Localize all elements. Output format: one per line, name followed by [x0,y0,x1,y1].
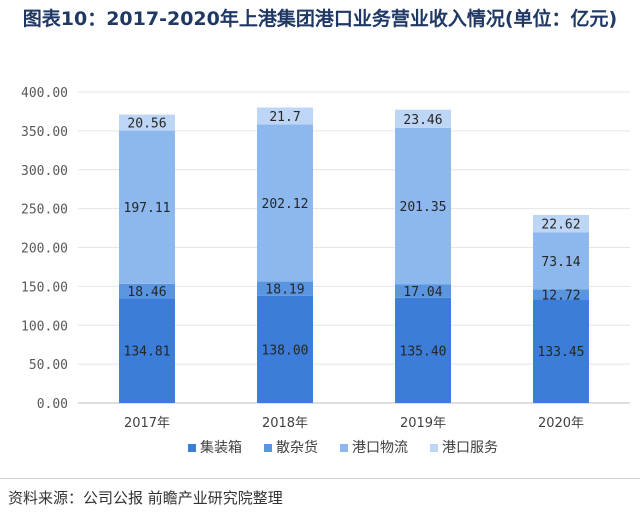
data-label: 23.46 [403,113,442,128]
y-tick-label: 250.00 [21,203,68,218]
legend-label: 集装箱 [200,439,242,456]
x-tick-label: 2020年 [538,416,584,431]
data-label: 18.19 [265,283,304,298]
y-tick-label: 50.00 [29,358,68,373]
legend: 集装箱 散杂货 港口物流 港口服务 [188,439,498,456]
legend-label: 港口服务 [442,440,498,456]
x-tick-label: 2017年 [124,416,170,431]
legend-swatch [264,444,272,452]
data-label: 22.62 [541,218,580,233]
bars: 134.81 18.46 197.11 20.56 138.00 18.19 202.12 2… [119,107,589,403]
y-tick-label: 100.00 [21,319,68,334]
bar-segment [533,289,589,300]
y-tick-label: 0.00 [37,397,68,412]
x-tick-label: 2019年 [400,416,446,431]
bar-segment [533,299,589,403]
bar-segment [395,127,451,285]
bar-segment [119,114,175,131]
y-tick-label: 400.00 [21,86,68,101]
data-label: 197.11 [124,201,171,216]
bar-segment [257,281,313,296]
bar-segment [257,295,313,403]
y-tick-label: 150.00 [21,280,68,295]
x-axis-tick-labels: 2017年 2018年 2019年 2020年 [124,416,584,431]
source-divider [0,478,640,479]
legend-label: 散杂货 [276,439,318,456]
data-label: 201.35 [400,200,447,215]
bar-segment [533,232,589,290]
bar-segment [395,284,451,298]
y-axis-tick-labels: 0.00 50.00 100.00 150.00 200.00 250.00 300.00 3… [21,86,68,412]
data-label: 18.46 [127,285,166,300]
bar-segment [395,109,451,128]
data-label: 20.56 [127,117,166,132]
data-label: 135.40 [400,344,447,359]
data-label: 17.04 [403,285,442,300]
data-label: 21.7 [269,110,300,125]
data-label: 134.81 [124,345,171,360]
bar-segment [257,124,313,282]
legend-swatch [430,444,438,452]
bar-segment [119,130,175,284]
data-label: 133.45 [538,345,585,360]
bar-segment [533,214,589,233]
data-label: 138.00 [262,343,309,358]
y-tick-label: 300.00 [21,164,68,179]
source-note: 资料来源：公司公报 前瞻产业研究院整理 [8,489,283,507]
chart-title: 图表10：2017-2020年上港集团港口业务营业收入情况(单位：亿元) [22,8,618,30]
x-tick-label: 2018年 [262,416,308,431]
legend-label: 港口物流 [352,440,408,456]
data-label: 202.12 [262,197,309,212]
legend-swatch [188,444,196,452]
bar-segment [395,297,451,403]
bar-segment [257,107,313,125]
y-tick-label: 200.00 [21,242,68,257]
bar-segment [119,298,175,403]
legend-swatch [340,444,348,452]
data-label: 12.72 [541,288,580,303]
data-label: 73.14 [541,255,580,270]
bar-segment [119,283,175,299]
y-tick-label: 350.00 [21,125,68,140]
